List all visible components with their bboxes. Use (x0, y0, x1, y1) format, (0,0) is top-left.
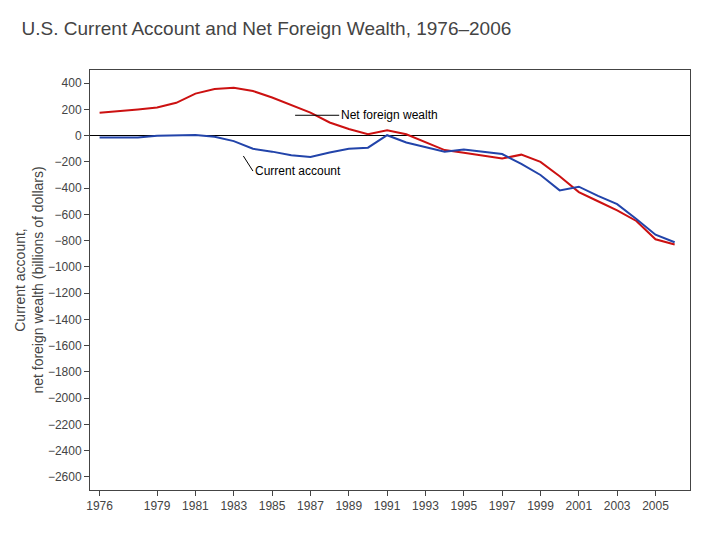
svg-text:2001: 2001 (565, 499, 592, 513)
svg-text:1999: 1999 (527, 499, 554, 513)
svg-text:2005: 2005 (642, 499, 669, 513)
svg-text:0: 0 (75, 129, 82, 143)
svg-text:Net foreign wealth: Net foreign wealth (341, 108, 438, 122)
svg-text:U.S. Current Account and Net F: U.S. Current Account and Net Foreign Wea… (22, 18, 512, 39)
svg-text:−800: −800 (55, 234, 82, 248)
svg-text:−1800: −1800 (48, 365, 82, 379)
svg-text:−2000: −2000 (48, 391, 82, 405)
svg-text:−1400: −1400 (48, 313, 82, 327)
svg-text:1991: 1991 (374, 499, 401, 513)
svg-text:2003: 2003 (604, 499, 631, 513)
svg-text:−600: −600 (55, 208, 82, 222)
svg-text:−400: −400 (55, 181, 82, 195)
svg-text:1979: 1979 (144, 499, 171, 513)
svg-text:1985: 1985 (259, 499, 286, 513)
svg-text:1997: 1997 (489, 499, 516, 513)
svg-text:Current account: Current account (255, 164, 341, 178)
svg-text:1993: 1993 (412, 499, 439, 513)
svg-text:−2400: −2400 (48, 444, 82, 458)
svg-text:1981: 1981 (182, 499, 209, 513)
svg-text:1995: 1995 (450, 499, 477, 513)
svg-text:400: 400 (62, 76, 82, 90)
svg-text:1983: 1983 (220, 499, 247, 513)
svg-text:−200: −200 (55, 155, 82, 169)
svg-text:−2200: −2200 (48, 418, 82, 432)
svg-text:−1000: −1000 (48, 260, 82, 274)
svg-text:1976: 1976 (86, 499, 113, 513)
svg-text:−2600: −2600 (48, 470, 82, 484)
svg-text:200: 200 (62, 103, 82, 117)
svg-text:1989: 1989 (335, 499, 362, 513)
svg-text:−1200: −1200 (48, 286, 82, 300)
svg-text:1987: 1987 (297, 499, 324, 513)
svg-text:Current account,net foreign we: Current account,net foreign wealth (bill… (12, 166, 46, 393)
svg-text:−1600: −1600 (48, 339, 82, 353)
